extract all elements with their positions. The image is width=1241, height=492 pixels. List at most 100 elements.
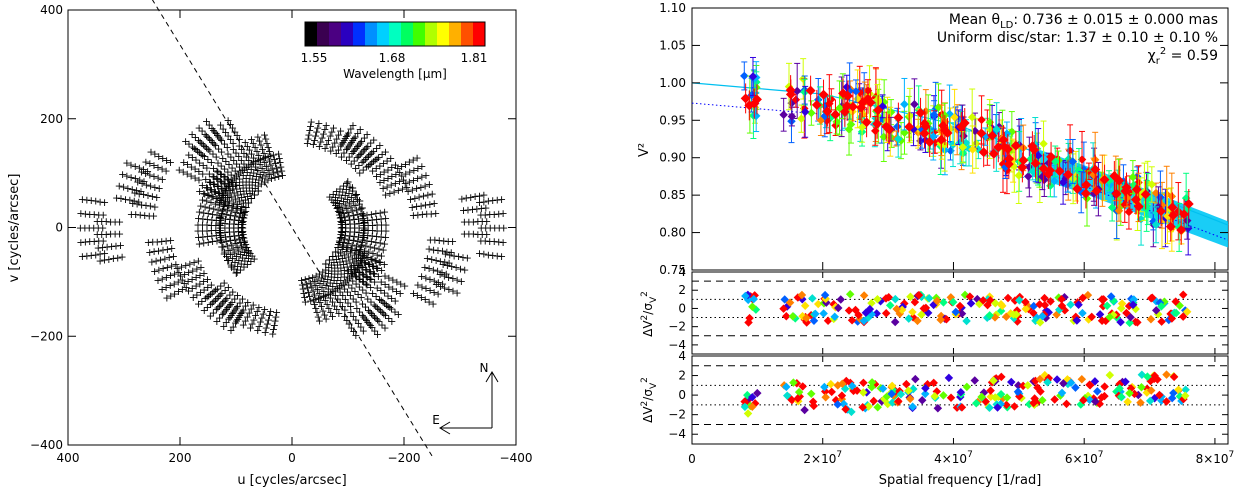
residual-point — [847, 407, 856, 417]
uv-track-point: + — [220, 245, 229, 258]
uv-track-point: + — [349, 195, 358, 208]
uv-track-point: + — [380, 278, 389, 291]
uv-track-point: + — [190, 171, 199, 184]
uv-grey-point: + — [337, 215, 347, 229]
uv-track-point: + — [97, 228, 106, 241]
residual-point — [1079, 396, 1088, 405]
uv-track-point: + — [205, 167, 214, 180]
uv-track-point: + — [202, 115, 211, 128]
residual-point — [1162, 397, 1171, 406]
uv-track-point: + — [479, 189, 488, 202]
uv-track-point: + — [235, 161, 244, 174]
uv-grey-point: + — [337, 221, 347, 235]
uv-track-point: + — [490, 235, 499, 248]
uv-track-point: + — [490, 222, 499, 235]
uv-track-point: + — [241, 314, 250, 327]
uv-track-point: + — [193, 225, 202, 238]
uv-track-point: + — [367, 147, 376, 160]
uv-track-point: + — [353, 261, 362, 274]
visibility-point-red — [999, 141, 1010, 152]
visibility-point-red — [1167, 202, 1178, 213]
uv-track-point: + — [260, 303, 269, 316]
uv-track-point: + — [438, 278, 447, 291]
uv-track-point: + — [226, 298, 235, 311]
uv-track-point: + — [257, 177, 266, 190]
uv-track-point: + — [387, 315, 396, 328]
uv-track-point: + — [233, 241, 242, 254]
uv-track-point: + — [364, 304, 373, 317]
uv-grey-point: + — [237, 226, 247, 240]
uv-track-point: + — [214, 290, 223, 303]
uv-track-point: + — [440, 281, 449, 294]
uv-track-point: + — [111, 239, 120, 252]
uv-track-point: + — [316, 291, 325, 304]
uv-track-point: + — [488, 249, 497, 262]
uv-track-point: + — [345, 150, 354, 163]
uv-track-point: + — [212, 192, 221, 205]
uv-track-point: + — [332, 303, 341, 316]
uv-track-point: + — [348, 134, 357, 147]
uv-track-point: + — [260, 156, 269, 169]
uv-track-point: + — [235, 296, 244, 309]
uv-track-point: + — [219, 295, 228, 308]
uv-track-point: + — [200, 304, 209, 317]
colorbar-cell — [377, 22, 390, 46]
uv-track-point: + — [329, 256, 338, 269]
uv-track-point: + — [232, 250, 241, 263]
uv-track-point: + — [349, 234, 358, 247]
uv-track-point: + — [338, 136, 347, 149]
uv-track-point: + — [217, 234, 226, 247]
uv-track-point: + — [371, 236, 380, 249]
uv-track-point: + — [206, 310, 215, 323]
uv-track-point: + — [237, 154, 246, 167]
uv-track-point: + — [387, 170, 396, 183]
uv-track-point: + — [85, 222, 94, 235]
uv-grey-point: + — [243, 196, 253, 210]
uv-track-point: + — [213, 302, 222, 315]
colorbar-cell — [353, 22, 366, 46]
uv-track-point: + — [215, 196, 224, 209]
uv-track-point: + — [362, 161, 371, 174]
uv-track-point: + — [375, 139, 384, 152]
uv-track-point: + — [221, 178, 230, 191]
uv-track-point: + — [217, 160, 226, 173]
uv-grey-point: + — [253, 184, 263, 198]
uv-track-point: + — [254, 154, 263, 167]
uv-track-point: + — [354, 259, 363, 272]
visibility-point-red — [830, 109, 841, 120]
uv-track-point: + — [223, 301, 232, 314]
visibility-point — [1014, 171, 1024, 180]
uv-track-point: + — [243, 258, 252, 271]
uv-track-point: + — [148, 236, 157, 249]
residual-point — [989, 376, 998, 385]
uv-track-point: + — [167, 259, 176, 272]
uv-track-point: + — [246, 255, 255, 268]
residual-point — [1146, 315, 1156, 324]
uv-track-point: + — [445, 249, 454, 262]
uv-track-point: + — [239, 196, 248, 209]
uv-track-point: + — [100, 247, 109, 260]
uv-track-point: + — [345, 214, 354, 227]
uv-track-point: + — [157, 163, 166, 176]
residual-point — [847, 381, 857, 391]
uv-track-point: + — [81, 207, 90, 220]
uv-track-point: + — [245, 144, 254, 157]
uv-track-point: + — [339, 147, 348, 160]
uv-track-point: + — [224, 114, 233, 127]
uv-track-point: + — [107, 240, 116, 253]
residual-point — [753, 388, 762, 398]
uv-track-point: + — [443, 259, 452, 272]
uv-track-point: + — [365, 317, 374, 330]
uv-track-point: + — [274, 148, 283, 161]
annotation-theta: Mean θLD: 0.736 ± 0.015 ± 0.000 mas — [949, 12, 1218, 31]
uv-track-point: + — [243, 140, 252, 153]
uv-track-point: + — [152, 254, 161, 267]
uv-track-point: + — [142, 178, 151, 191]
residual-point — [896, 389, 906, 399]
uv-y-tick-label: −200 — [30, 329, 63, 343]
uv-track-point: + — [170, 277, 179, 290]
uv-track-point: + — [212, 229, 221, 242]
uv-track-point: + — [342, 241, 351, 254]
uv-track-point: + — [234, 214, 243, 227]
uv-track-point: + — [166, 279, 175, 292]
